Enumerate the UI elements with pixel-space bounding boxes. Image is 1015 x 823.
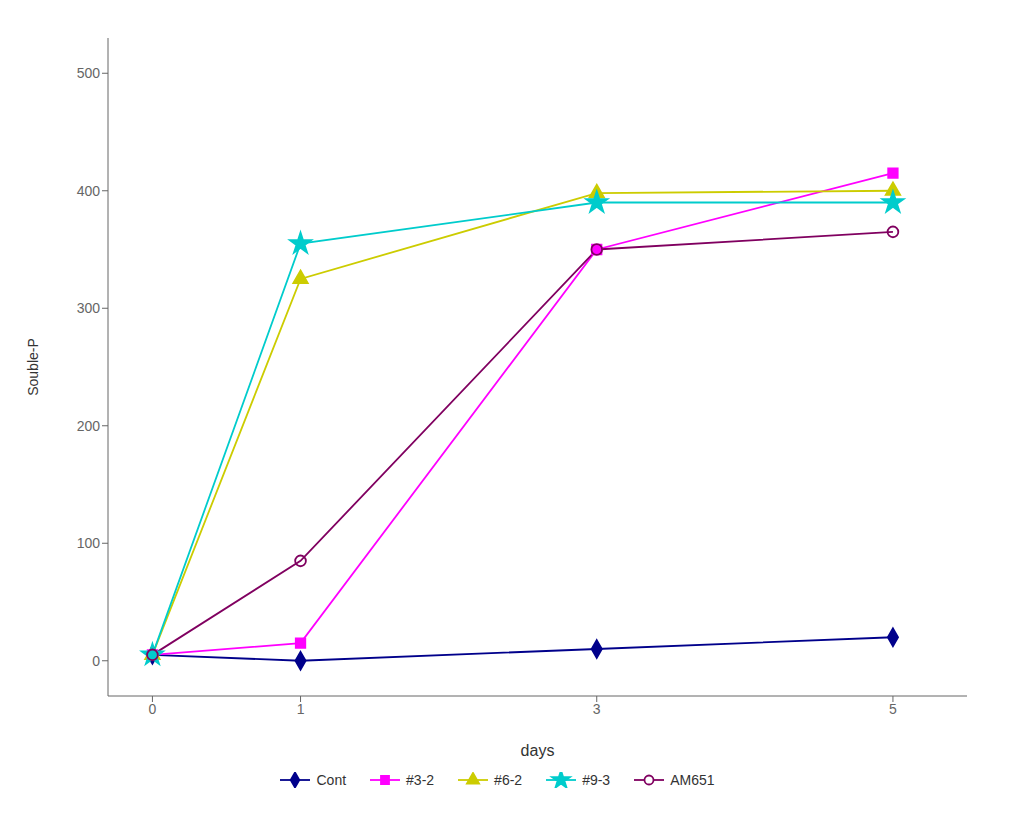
svg-text:100: 100 <box>77 535 101 551</box>
html-text:#6-2: #6-2 <box>494 772 523 788</box>
html-text:#9-3: #9-3 <box>582 772 611 788</box>
html-text:AM651: AM651 <box>670 772 715 788</box>
svg-text:0: 0 <box>92 653 100 669</box>
svg-text:Souble-P: Souble-P <box>25 338 41 396</box>
svg-text:400: 400 <box>77 183 101 199</box>
svg-text:days: days <box>521 742 555 759</box>
svg-text:5: 5 <box>889 701 897 717</box>
html-text:#3-2: #3-2 <box>406 772 435 788</box>
svg-text:300: 300 <box>77 300 101 316</box>
svg-text:1: 1 <box>297 701 305 717</box>
svg-text:3: 3 <box>593 701 601 717</box>
svg-text:200: 200 <box>77 418 101 434</box>
svg-text:500: 500 <box>77 65 101 81</box>
html-text:Cont: Cont <box>316 772 347 788</box>
svg-text:0: 0 <box>149 701 157 717</box>
